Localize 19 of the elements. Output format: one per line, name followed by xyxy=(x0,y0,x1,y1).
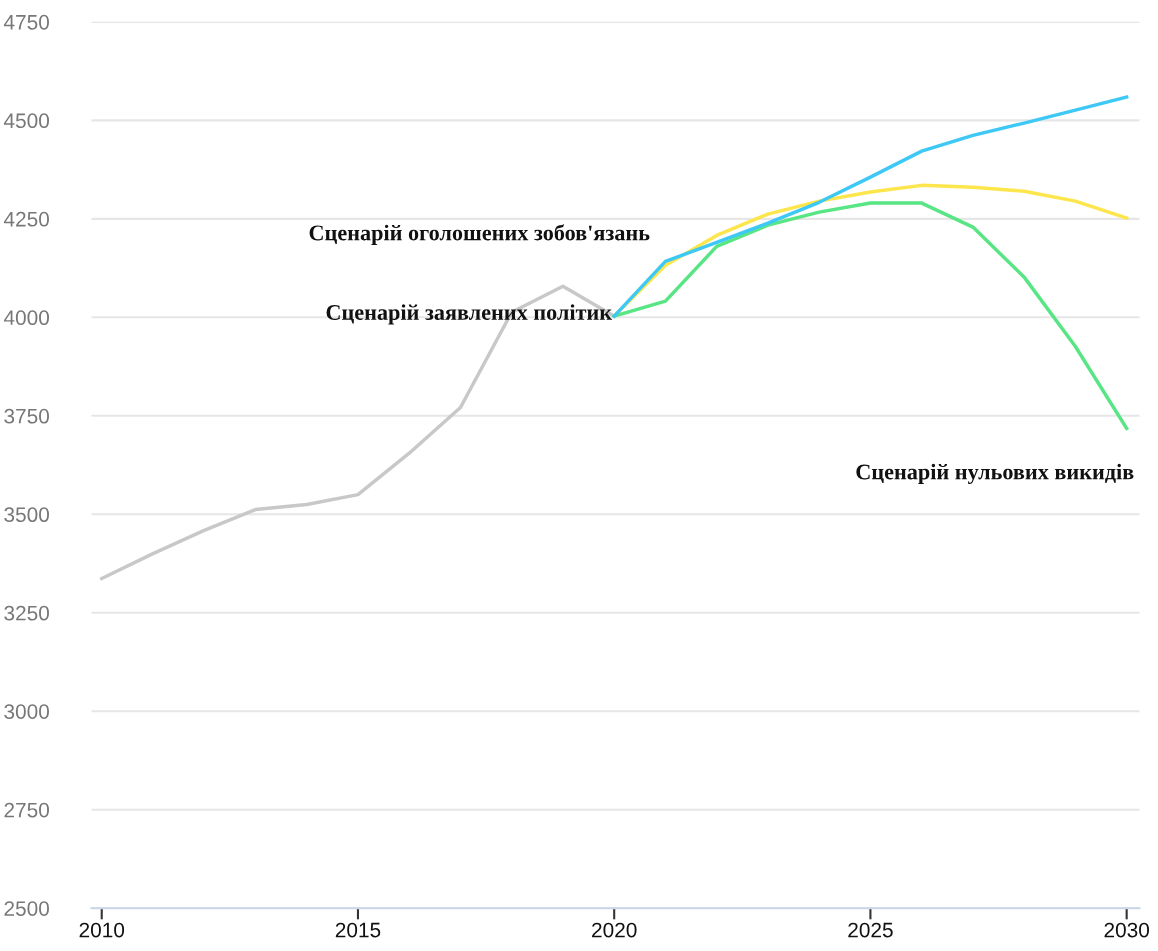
y-tick-label: 3250 xyxy=(4,605,50,621)
y-tick-label: 4750 xyxy=(3,14,50,30)
x-tick-label: 2020 xyxy=(592,922,637,938)
y-tick-label: 3000 xyxy=(4,704,50,719)
y-tick-label: 3500 xyxy=(4,507,50,523)
y-tick-label: 2500 xyxy=(4,901,50,916)
series-label: Сценарій нульових викидів xyxy=(856,463,1134,485)
x-tick-label: 2010 xyxy=(79,922,125,938)
y-tick-label: 4500 xyxy=(3,113,50,129)
x-tick-label: 2015 xyxy=(335,922,381,938)
line-series xyxy=(99,284,616,581)
series-label: Сценарій оголошених зобов'язань xyxy=(309,224,650,245)
y-tick-label: 4250 xyxy=(3,211,50,227)
x-tick-label: 2030 xyxy=(1104,922,1150,938)
x-tick-label: 2025 xyxy=(848,922,893,938)
series-label: Сценарій заявлених політик xyxy=(326,304,613,325)
y-tick-label: 3750 xyxy=(4,408,50,424)
y-tick-label: 2750 xyxy=(4,802,50,818)
y-tick-label: 4000 xyxy=(3,310,50,326)
